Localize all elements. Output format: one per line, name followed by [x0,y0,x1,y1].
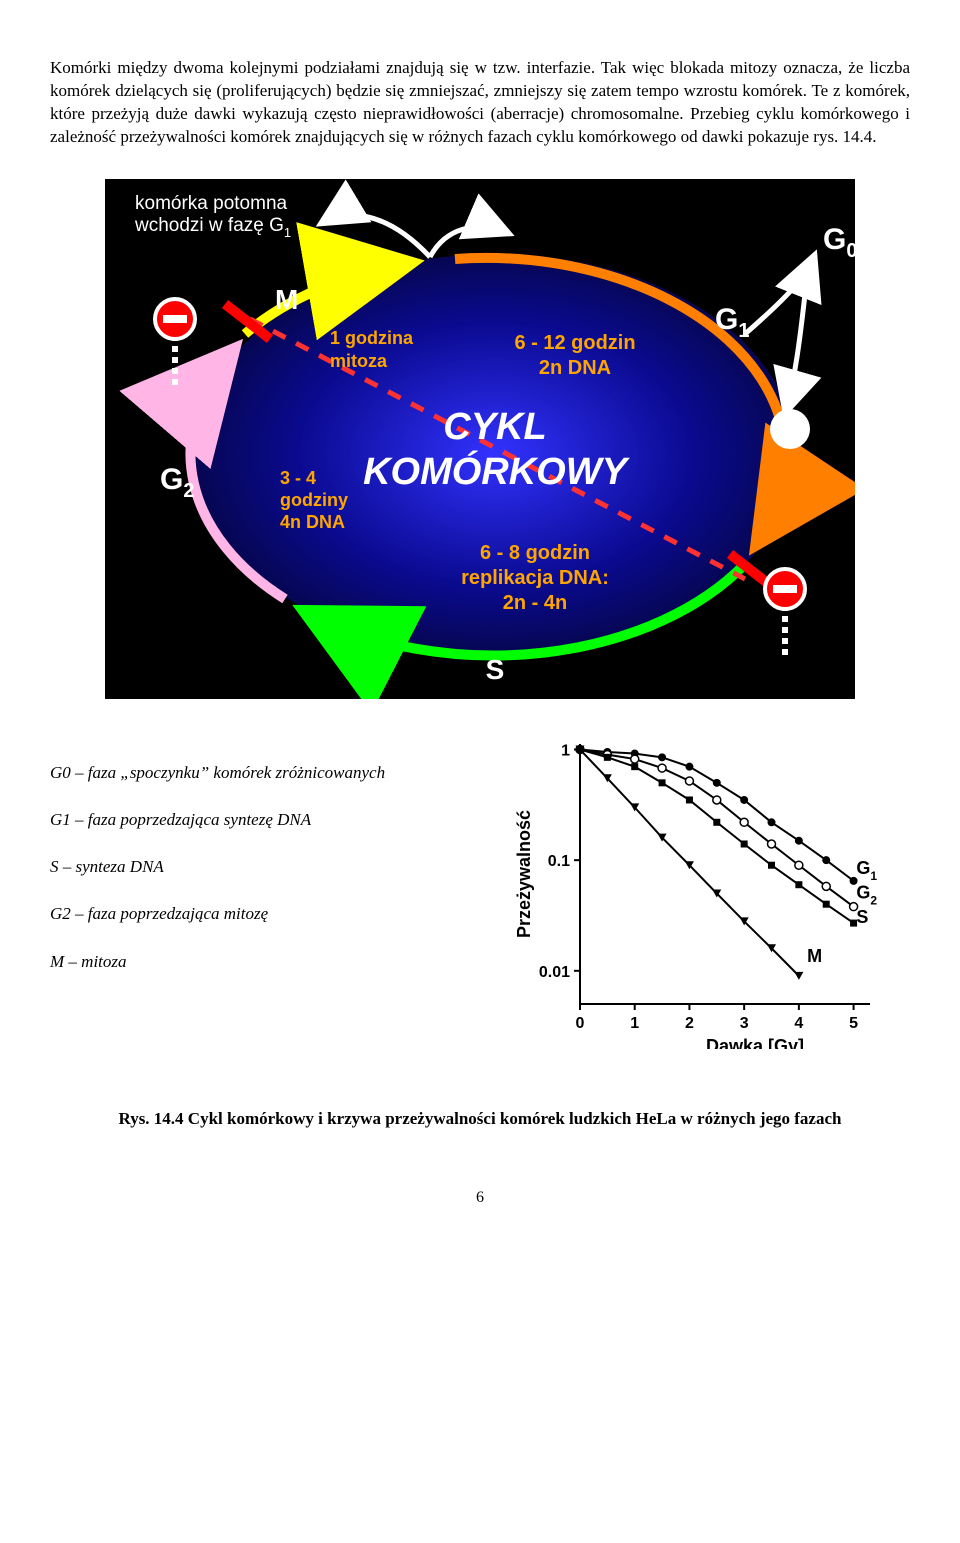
g1-time-1: 6 - 12 godzin [514,332,635,354]
lower-section: G0 – faza „spoczynku” komórek zróżnicowa… [50,729,910,1049]
survival-chart: 1 0.1 0.01 0 1 2 3 4 5 Przeżywalność Dawka [Gy] G1G… [510,729,890,1049]
legend-g1: G1 – faza poprzedzająca syntezę DNA [50,806,480,833]
legend-m: M – mitoza [50,948,480,975]
figure-caption: Rys. 14.4 Cykl komórkowy i krzywa przeży… [50,1109,910,1129]
page-number: 6 [50,1189,910,1207]
svg-text:2: 2 [685,1015,694,1032]
svg-text:S: S [856,907,868,927]
svg-text:4: 4 [794,1015,803,1032]
daughter-label-1: komórka potomna [135,193,288,214]
phase-legend: G0 – faza „spoczynku” komórek zróżnicowa… [50,729,480,1049]
body-paragraph: Komórki między dwoma kolejnymi podziałam… [50,57,910,149]
svg-text:3: 3 [740,1015,749,1032]
svg-text:1: 1 [561,742,570,759]
m-time-1: 1 godzina [330,328,414,348]
svg-text:0.1: 0.1 [548,853,570,870]
legend-g2: G2 – faza poprzedzająca mitozę [50,900,480,927]
m-label: M [275,284,298,315]
svg-text:5: 5 [849,1015,858,1032]
chart-column: 1 0.1 0.01 0 1 2 3 4 5 Przeżywalność Dawka [Gy] G1G… [510,729,910,1049]
g2-time-3: 4n DNA [280,512,345,532]
svg-text:M: M [807,946,822,966]
svg-text:0.01: 0.01 [539,964,570,981]
cycle-title-2: KOMÓRKOWY [363,449,631,493]
svg-text:0: 0 [576,1015,585,1032]
legend-g0: G0 – faza „spoczynku” komórek zróżnicowa… [50,759,480,786]
m-time-2: mitoza [330,351,388,371]
g0-cell-icon [770,409,810,449]
s-time-3: 2n - 4n [503,592,567,614]
cycle-title-1: CYKL [443,406,546,448]
svg-text:1: 1 [630,1015,639,1032]
s-label: S [486,654,505,685]
legend-s: S – synteza DNA [50,853,480,880]
g1-time-2: 2n DNA [539,357,611,379]
svg-text:G1: G1 [856,858,877,883]
s-time-1: 6 - 8 godzin [480,542,590,564]
cell-cycle-diagram: CYKL KOMÓRKOWY komórka potomna wchodzi w… [105,179,855,699]
s-time-2: replikacja DNA: [461,567,609,589]
svg-text:Przeżywalność: Przeżywalność [514,810,534,938]
g2-time-2: godziny [280,490,348,510]
svg-text:G2: G2 [856,882,877,907]
svg-text:Dawka [Gy]: Dawka [Gy] [706,1036,804,1049]
g2-time-1: 3 - 4 [280,468,316,488]
